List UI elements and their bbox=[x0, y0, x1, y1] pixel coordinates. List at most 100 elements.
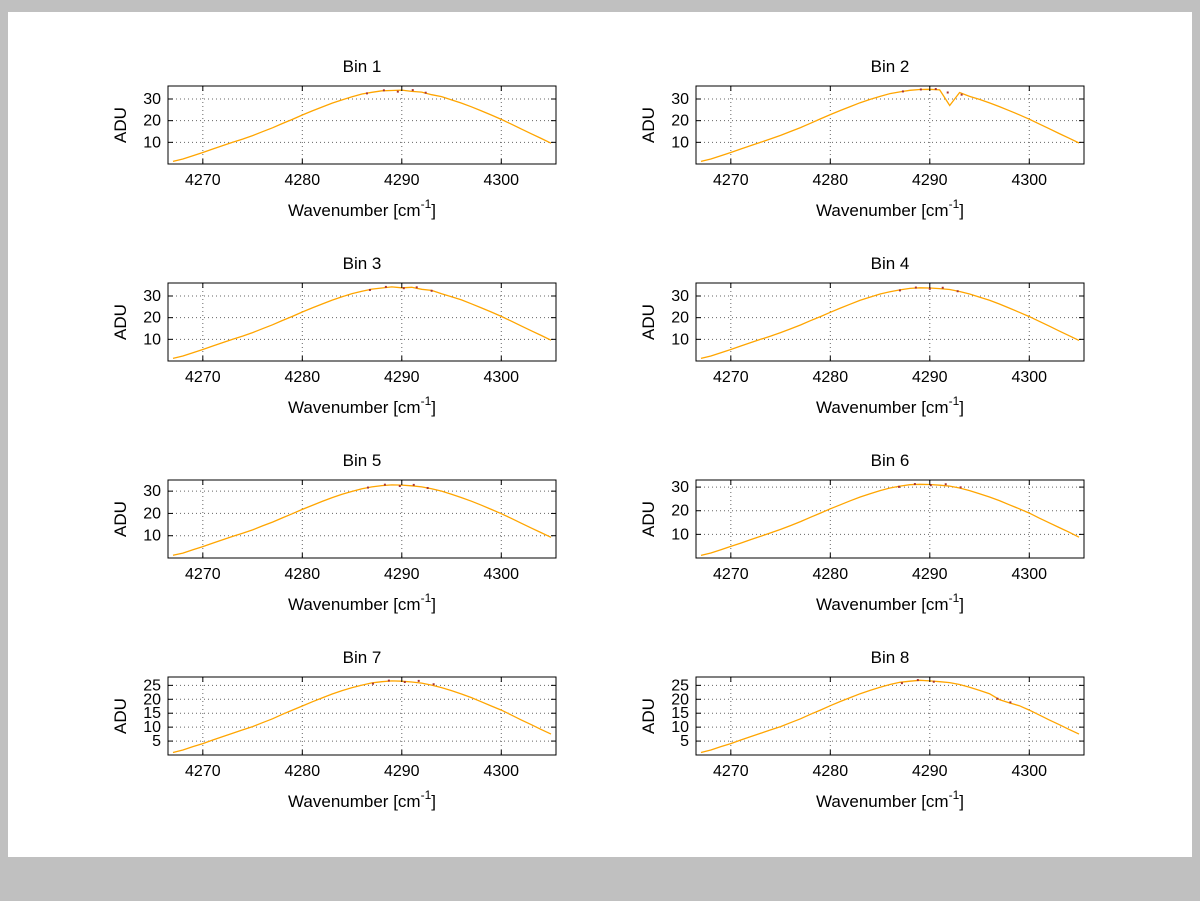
x-tick-label: 4270 bbox=[713, 566, 749, 583]
series-line bbox=[700, 88, 1080, 163]
overlay-point bbox=[996, 697, 999, 700]
overlay-point bbox=[919, 88, 922, 91]
overlay-point bbox=[934, 88, 937, 91]
overlay-point bbox=[430, 289, 433, 292]
x-tick-label: 4280 bbox=[813, 369, 849, 386]
overlay-point bbox=[403, 681, 406, 684]
axes-box bbox=[695, 282, 1085, 362]
plot-area bbox=[696, 677, 1084, 755]
chart-bin-2: 4270 4280 4290 4300 10 20 30 Bin 2 ADU Wavenumber… bbox=[639, 57, 1085, 220]
axes-box bbox=[167, 85, 557, 165]
y-tick-label: 10 bbox=[671, 331, 689, 348]
y-tick-label: 30 bbox=[671, 479, 689, 496]
axes-box bbox=[167, 479, 557, 559]
x-tick-label: 4300 bbox=[1011, 172, 1047, 189]
x-tick-label: 4270 bbox=[713, 763, 749, 780]
plot-area bbox=[168, 480, 556, 558]
x-tick-label: 4300 bbox=[483, 369, 519, 386]
x-tick-label: 4270 bbox=[185, 369, 221, 386]
subplot-bin-7: 4270 4280 4290 4300 5 10 15 20 25 Bin 7 ADU Wavenum… bbox=[110, 647, 580, 844]
y-axis-label: ADU bbox=[111, 698, 130, 734]
x-axis-label: Wavenumber [cm-1] bbox=[288, 591, 436, 614]
overlay-point bbox=[916, 679, 919, 682]
x-tick-label: 4270 bbox=[185, 763, 221, 780]
y-tick-label: 20 bbox=[143, 310, 161, 327]
y-tick-label: 10 bbox=[143, 134, 161, 151]
x-tick-label: 4280 bbox=[285, 763, 321, 780]
y-tick-label: 5 bbox=[680, 733, 689, 750]
y-axis-label: ADU bbox=[111, 501, 130, 537]
x-tick-label: 4300 bbox=[483, 172, 519, 189]
y-tick-label: 20 bbox=[671, 310, 689, 327]
plot-area bbox=[696, 86, 1084, 164]
plot-area bbox=[696, 480, 1084, 558]
y-tick-label: 5 bbox=[152, 733, 161, 750]
overlay-point bbox=[411, 89, 414, 92]
overlay-point bbox=[402, 287, 405, 290]
y-axis-label: ADU bbox=[639, 698, 658, 734]
y-tick-label: 30 bbox=[671, 91, 689, 108]
overlay-point bbox=[415, 286, 418, 289]
overlay-point bbox=[384, 285, 387, 288]
overlay-point bbox=[941, 286, 944, 289]
chart-title: Bin 8 bbox=[871, 648, 910, 667]
x-tick-label: 4270 bbox=[185, 172, 221, 189]
overlay-point bbox=[396, 90, 399, 93]
overlay-point bbox=[944, 483, 947, 486]
x-tick-label: 4270 bbox=[713, 172, 749, 189]
x-tick-label: 4290 bbox=[912, 172, 948, 189]
y-tick-label: 30 bbox=[671, 288, 689, 305]
overlay-point bbox=[956, 290, 959, 293]
overlay-point bbox=[929, 484, 932, 487]
subplot-bin-8: 4270 4280 4290 4300 5 10 15 20 25 Bin 8 ADU Wavenum… bbox=[638, 647, 1108, 844]
overlay-point bbox=[914, 286, 917, 289]
subplot-bin-2: 4270 4280 4290 4300 10 20 30 Bin 2 ADU Wavenumber… bbox=[638, 56, 1108, 253]
x-tick-label: 4290 bbox=[912, 369, 948, 386]
x-tick-label: 4300 bbox=[1011, 566, 1047, 583]
x-axis-label: Wavenumber [cm-1] bbox=[816, 394, 964, 417]
overlay-point bbox=[368, 288, 371, 291]
overlay-point bbox=[959, 486, 962, 489]
plot-area bbox=[168, 677, 556, 755]
y-tick-label: 10 bbox=[671, 719, 689, 736]
series-line bbox=[172, 680, 552, 754]
y-tick-label: 20 bbox=[671, 691, 689, 708]
x-tick-label: 4290 bbox=[384, 566, 420, 583]
y-tick-label: 15 bbox=[143, 705, 161, 722]
y-tick-label: 10 bbox=[671, 526, 689, 543]
overlay-point bbox=[897, 485, 900, 488]
x-tick-label: 4280 bbox=[285, 566, 321, 583]
x-tick-label: 4300 bbox=[483, 566, 519, 583]
y-tick-label: 10 bbox=[143, 528, 161, 545]
y-tick-label: 10 bbox=[143, 331, 161, 348]
axes-box bbox=[695, 479, 1085, 559]
x-axis-label: Wavenumber [cm-1] bbox=[816, 788, 964, 811]
chart-title: Bin 7 bbox=[343, 648, 382, 667]
overlay-point bbox=[365, 92, 368, 95]
x-tick-label: 4300 bbox=[483, 763, 519, 780]
overlay-point bbox=[424, 91, 427, 94]
overlay-point bbox=[398, 485, 401, 488]
chart-title: Bin 6 bbox=[871, 451, 910, 470]
x-tick-label: 4300 bbox=[1011, 763, 1047, 780]
y-tick-label: 30 bbox=[143, 288, 161, 305]
y-tick-label: 10 bbox=[143, 719, 161, 736]
axes-box bbox=[695, 85, 1085, 165]
y-tick-label: 20 bbox=[143, 691, 161, 708]
x-tick-label: 4290 bbox=[384, 172, 420, 189]
overlay-point bbox=[901, 90, 904, 93]
x-axis-label: Wavenumber [cm-1] bbox=[816, 591, 964, 614]
y-tick-label: 20 bbox=[671, 503, 689, 520]
y-tick-label: 25 bbox=[671, 677, 689, 694]
axes-box bbox=[167, 676, 557, 756]
chart-bin-3: 4270 4280 4290 4300 10 20 30 Bin 3 ADU Wavenumber… bbox=[111, 254, 557, 417]
y-axis-label: ADU bbox=[639, 107, 658, 143]
chart-bin-1: 4270 4280 4290 4300 10 20 30 Bin 1 ADU Wavenumber… bbox=[111, 57, 557, 220]
subplot-bin-4: 4270 4280 4290 4300 10 20 30 Bin 4 ADU Wavenumber… bbox=[638, 253, 1108, 450]
overlay-point bbox=[383, 483, 386, 486]
x-tick-label: 4300 bbox=[1011, 369, 1047, 386]
chart-bin-5: 4270 4280 4290 4300 10 20 30 Bin 5 ADU Wavenumber… bbox=[111, 451, 557, 614]
x-axis-label: Wavenumber [cm-1] bbox=[288, 394, 436, 417]
series-line bbox=[172, 286, 552, 360]
